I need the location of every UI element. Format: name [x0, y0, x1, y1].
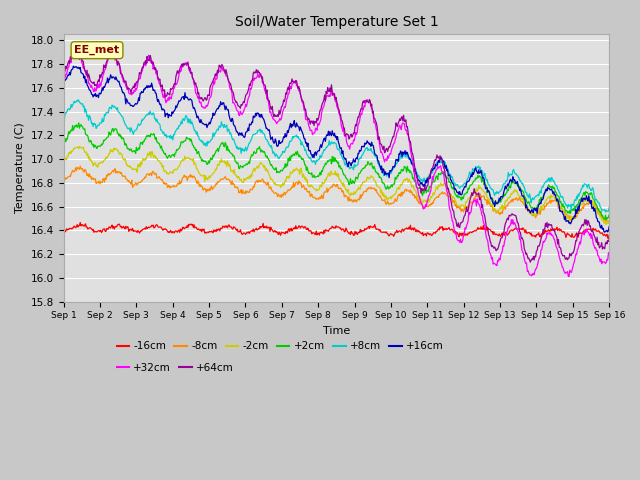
+64cm	[211, 75, 218, 81]
-8cm	[182, 173, 189, 179]
-8cm	[127, 180, 134, 185]
-8cm	[403, 187, 411, 193]
-2cm	[127, 165, 134, 170]
+16cm	[403, 150, 411, 156]
+2cm	[70, 127, 77, 133]
-2cm	[602, 221, 610, 227]
+16cm	[70, 64, 78, 70]
Line: +64cm: +64cm	[63, 50, 609, 262]
+64cm	[70, 52, 77, 58]
+16cm	[127, 103, 134, 108]
-8cm	[76, 163, 84, 169]
+8cm	[60, 110, 67, 116]
+64cm	[605, 236, 613, 242]
-16cm	[76, 220, 84, 226]
+8cm	[419, 179, 427, 184]
-8cm	[419, 204, 427, 210]
+64cm	[403, 124, 411, 130]
+32cm	[60, 81, 67, 87]
Line: -2cm: -2cm	[63, 146, 609, 224]
X-axis label: Time: Time	[323, 326, 350, 336]
-2cm	[60, 157, 67, 163]
Line: +2cm: +2cm	[63, 123, 609, 219]
-8cm	[605, 218, 613, 224]
Legend: +32cm, +64cm: +32cm, +64cm	[113, 359, 238, 377]
+2cm	[75, 120, 83, 126]
Line: +16cm: +16cm	[63, 66, 609, 232]
-16cm	[403, 226, 411, 232]
+8cm	[74, 97, 82, 103]
+2cm	[211, 151, 218, 157]
-16cm	[182, 225, 189, 230]
+8cm	[182, 113, 189, 119]
+16cm	[70, 63, 77, 69]
+16cm	[182, 95, 189, 101]
-16cm	[605, 236, 612, 241]
+2cm	[403, 163, 411, 169]
Title: Soil/Water Temperature Set 1: Soil/Water Temperature Set 1	[234, 15, 438, 29]
Line: +32cm: +32cm	[63, 52, 609, 276]
-16cm	[60, 229, 67, 235]
+2cm	[602, 216, 610, 222]
Text: EE_met: EE_met	[74, 45, 120, 55]
+32cm	[419, 206, 427, 212]
-16cm	[605, 232, 613, 238]
-8cm	[211, 184, 218, 190]
+32cm	[565, 274, 573, 279]
+32cm	[403, 132, 411, 138]
+32cm	[605, 250, 613, 255]
Line: +8cm: +8cm	[63, 100, 609, 212]
+8cm	[602, 209, 609, 215]
+32cm	[211, 81, 218, 87]
-2cm	[403, 175, 411, 181]
+16cm	[605, 223, 613, 229]
+64cm	[70, 48, 78, 53]
+32cm	[127, 91, 134, 97]
+64cm	[182, 61, 189, 67]
+16cm	[601, 229, 609, 235]
-8cm	[60, 176, 67, 182]
-16cm	[70, 225, 77, 231]
+32cm	[182, 60, 189, 66]
+2cm	[182, 137, 189, 143]
+64cm	[60, 68, 67, 73]
+16cm	[419, 183, 427, 189]
+64cm	[127, 87, 134, 93]
+32cm	[70, 49, 78, 55]
+8cm	[403, 150, 411, 156]
+8cm	[605, 204, 613, 210]
-2cm	[182, 156, 189, 162]
-16cm	[419, 233, 427, 239]
+16cm	[60, 79, 67, 85]
+8cm	[211, 131, 218, 136]
Line: -8cm: -8cm	[63, 166, 609, 221]
Line: -16cm: -16cm	[63, 223, 609, 239]
-8cm	[601, 218, 609, 224]
+32cm	[70, 53, 77, 59]
-16cm	[127, 227, 134, 233]
Y-axis label: Temperature (C): Temperature (C)	[15, 123, 25, 214]
+2cm	[60, 140, 67, 146]
+2cm	[605, 212, 613, 217]
+8cm	[70, 101, 77, 107]
+16cm	[211, 112, 218, 118]
-2cm	[70, 146, 77, 152]
+64cm	[419, 186, 427, 192]
+64cm	[527, 259, 534, 265]
+2cm	[419, 188, 427, 193]
-2cm	[211, 169, 218, 175]
-2cm	[419, 198, 427, 204]
-16cm	[211, 228, 218, 234]
+8cm	[127, 129, 134, 135]
-2cm	[605, 220, 613, 226]
-2cm	[76, 144, 83, 149]
-8cm	[70, 168, 77, 174]
+2cm	[127, 147, 134, 153]
